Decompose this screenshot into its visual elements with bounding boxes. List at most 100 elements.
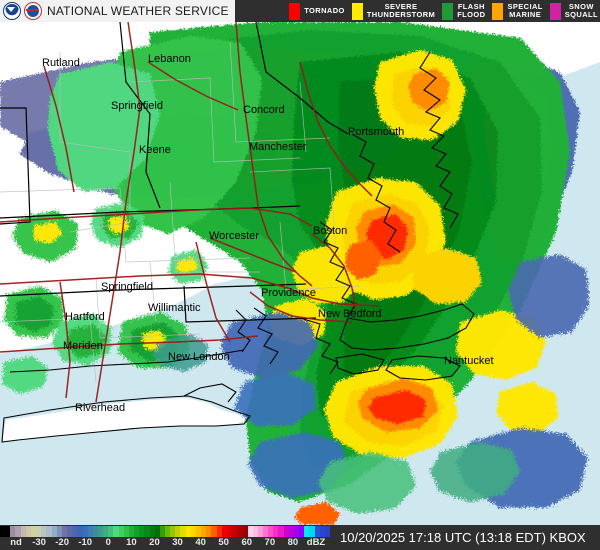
- city-label-riverhead: Riverhead: [75, 402, 125, 414]
- dbz-color-step: [211, 526, 217, 537]
- city-label-meriden: Meriden: [63, 340, 103, 352]
- warning-label-line: FLOOD: [457, 10, 486, 19]
- dbz-color-step: [139, 526, 145, 537]
- dbz-tick-label: nd: [10, 537, 22, 548]
- dbz-color-step: [134, 526, 140, 537]
- dbz-color-step: [206, 526, 212, 537]
- dbz-color-step: [30, 526, 37, 537]
- city-label-nantucket: Nantucket: [444, 355, 494, 367]
- dbz-color-step: [149, 526, 155, 537]
- dbz-color-step: [216, 526, 222, 537]
- warning-color-swatch: [442, 2, 454, 20]
- city-labels: Rutland Lebanon Springfield Concord Keene Man…: [42, 53, 494, 414]
- dbz-tick-label: 50: [218, 537, 229, 548]
- radar-map[interactable]: Rutland Lebanon Springfield Concord Keene Man…: [0, 22, 600, 525]
- warning-legend-label: SNOW SQUALL: [565, 3, 598, 19]
- footer-bar: nd -30 -20 -10 0 10 20 30 40 50 60 70 80 dBZ 10/20/20…: [0, 525, 600, 550]
- dbz-color-step: [190, 526, 196, 537]
- highways: [0, 22, 381, 403]
- dbz-color-step: [97, 526, 104, 537]
- warning-legend-label: SPECIAL MARINE: [507, 3, 542, 19]
- dbz-color-step: [288, 526, 294, 537]
- city-label-springfield: Springfield: [101, 281, 153, 293]
- dbz-color-step: [144, 526, 150, 537]
- dbz-color-step: [273, 526, 279, 537]
- warning-label-line: SQUALL: [564, 10, 598, 19]
- warning-legend-item-tornado[interactable]: TORNADO: [289, 2, 345, 20]
- warning-legend-item-snow-squall[interactable]: SNOW SQUALL: [549, 2, 598, 20]
- dbz-color-step: [41, 526, 47, 537]
- dbz-color-step: [61, 526, 68, 537]
- dbz-color-step: [154, 526, 160, 537]
- dbz-color-step: [299, 526, 305, 537]
- dbz-color-step: [314, 526, 320, 537]
- dbz-color-step: [262, 526, 269, 537]
- warning-legend-item-special-marine[interactable]: SPECIAL MARINE: [492, 2, 542, 20]
- header-bar: NATIONAL WEATHER SERVICE TORNADO SEVERE TH…: [0, 0, 600, 22]
- radar-reflectivity-layer: [0, 22, 590, 525]
- dbz-color-step: [309, 526, 315, 537]
- dbz-color-step: [118, 526, 124, 537]
- dbz-color-step: [304, 526, 310, 537]
- dbz-color-bar: [0, 526, 330, 537]
- dbz-color-step: [221, 526, 227, 537]
- dbz-color-step: [0, 526, 6, 537]
- dbz-color-step: [242, 526, 248, 537]
- warning-color-swatch: [351, 2, 363, 20]
- warning-legend-label: TORNADO: [304, 7, 345, 15]
- warning-legend-label: FLASH FLOOD: [457, 3, 485, 19]
- dbz-color-step: [237, 526, 243, 537]
- warning-legend-item-flash-flood[interactable]: FLASH FLOOD: [442, 2, 485, 20]
- noaa-logo-icon: [3, 2, 21, 20]
- warning-legend-item-severe-thunderstorm[interactable]: SEVERE THUNDERSTORM: [351, 2, 436, 20]
- dbz-color-step: [103, 526, 109, 537]
- warning-label-line: FLASH: [457, 2, 485, 11]
- warning-color-swatch: [289, 2, 301, 20]
- city-label-springfield: Springfield: [111, 100, 163, 112]
- dbz-tick-label: 40: [195, 537, 206, 548]
- city-label-providence: Providence: [261, 287, 316, 299]
- dbz-color-step: [278, 526, 284, 537]
- nws-branding: NATIONAL WEATHER SERVICE: [0, 0, 235, 22]
- warning-label-line: SNOW: [568, 2, 594, 11]
- city-label-keene: Keene: [139, 144, 171, 156]
- city-label-lebanon: Lebanon: [148, 53, 191, 65]
- city-label-boston: Boston: [313, 225, 347, 237]
- dbz-tick-label: -30: [32, 537, 46, 548]
- page-title: NATIONAL WEATHER SERVICE: [47, 4, 229, 18]
- city-label-new-bedford: New Bedford: [318, 308, 382, 320]
- dbz-tick-label: -10: [78, 537, 93, 548]
- dbz-tick-label: 60: [241, 537, 253, 548]
- city-label-rutland: Rutland: [42, 57, 80, 69]
- dbz-tick-label: 10: [126, 537, 137, 548]
- dbz-color-step: [170, 526, 176, 537]
- dbz-color-step: [113, 526, 119, 537]
- dbz-color-step: [252, 526, 258, 537]
- dbz-color-step: [82, 526, 88, 537]
- dbz-color-step: [195, 526, 202, 537]
- dbz-color-step: [56, 526, 62, 537]
- radar-map-canvas: Rutland Lebanon Springfield Concord Keene Man…: [0, 22, 600, 525]
- dbz-color-step: [165, 526, 171, 537]
- warning-label-line: MARINE: [509, 10, 542, 19]
- warning-label-line: SPECIAL: [507, 2, 543, 11]
- dbz-color-step: [128, 526, 135, 537]
- dbz-color-step: [5, 526, 11, 537]
- city-label-worcester: Worcester: [209, 230, 259, 242]
- dbz-tick-label: 0: [105, 537, 111, 548]
- city-label-hartford: Hartford: [65, 311, 105, 323]
- dbz-color-step: [324, 526, 330, 537]
- dbz-color-step: [92, 526, 98, 537]
- dbz-tick-label: 80: [287, 537, 299, 548]
- dbz-color-step: [293, 526, 300, 537]
- dbz-color-step: [175, 526, 181, 537]
- warning-color-swatch: [549, 2, 561, 20]
- warning-label-line: THUNDERSTORM: [366, 10, 436, 19]
- dbz-tick-label: 20: [149, 537, 160, 548]
- dbz-tick-label: 30: [172, 537, 183, 548]
- dbz-color-step: [319, 526, 325, 537]
- nws-logo-icon: [24, 2, 42, 20]
- dbz-color-step: [185, 526, 191, 537]
- city-label-manchester: Manchester: [249, 141, 307, 153]
